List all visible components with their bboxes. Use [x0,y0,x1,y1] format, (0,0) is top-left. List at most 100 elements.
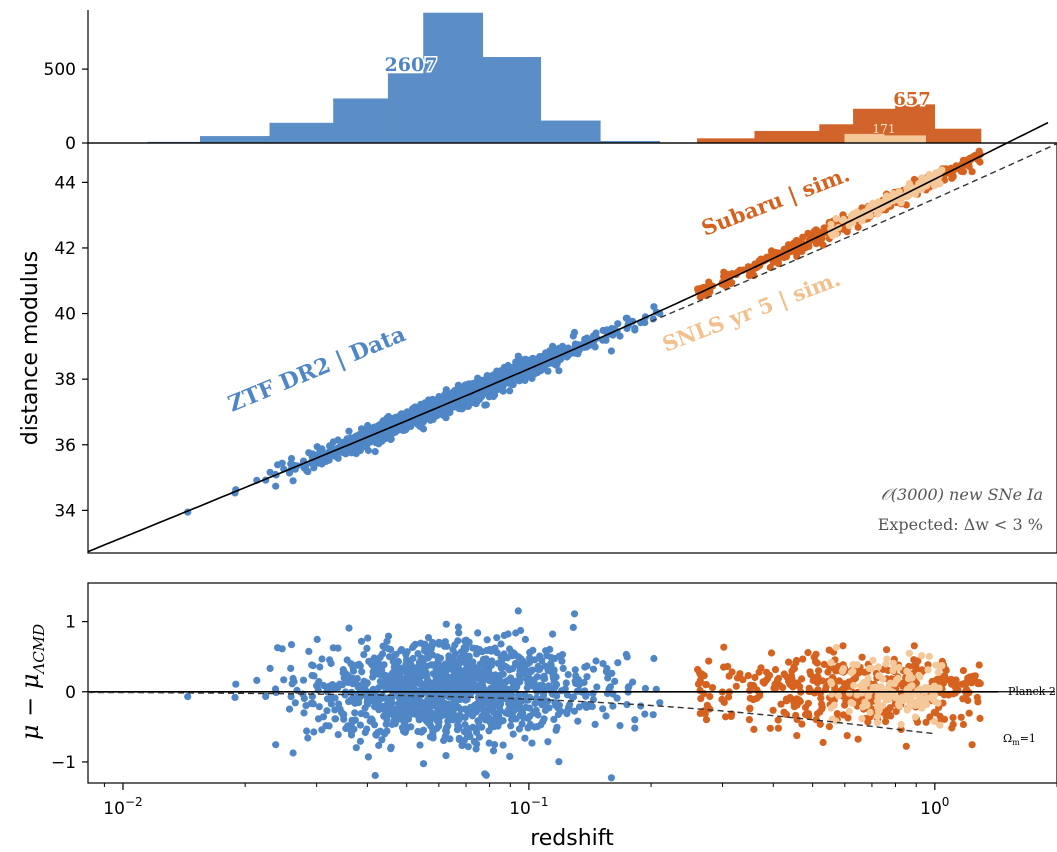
residual-point [816,720,824,728]
residual-point [410,666,418,674]
residual-point [280,676,288,684]
residual-point [805,684,813,692]
hubble-y-tick-label: 42 [54,239,76,259]
sn-point [650,303,658,311]
residual-point [751,673,759,682]
residual-point [527,668,535,676]
residual-point [429,734,437,742]
residual-point [390,684,398,692]
residual-point [441,682,449,691]
residual-point [832,643,840,652]
sn-point [481,389,489,397]
residual-frame [87,582,1057,784]
sn-point [694,285,702,293]
residual-point [753,694,761,702]
residual-point [866,708,874,717]
sn-point [555,367,563,375]
residual-point [319,713,328,721]
residual-point [705,657,713,665]
sn-point [385,416,394,424]
residual-point [702,681,710,689]
residual-point [762,676,770,684]
sn-point [303,467,311,475]
residual-point [412,710,421,719]
residual-point [604,674,612,682]
residual-point [308,661,316,669]
residual-point [470,708,478,717]
omega-label-base: Ω [1003,732,1012,745]
residual-point [570,610,579,618]
residual-point [365,657,373,665]
residual-point [431,714,439,722]
sn-point [266,468,274,476]
residual-point [883,646,891,654]
residual-point [905,671,914,679]
residual-point [895,663,903,672]
residual-point [793,732,801,740]
residual-point [525,704,534,712]
residual-point [782,710,791,719]
residual-point [816,708,824,716]
residual-point [431,689,440,697]
residual-point [572,672,580,680]
residual-point [461,659,469,667]
residual-point [599,660,607,668]
residual-point [924,666,932,674]
residual-point [521,734,529,742]
residual-point [347,731,356,739]
x-tick-label: 10−1 [509,795,548,819]
residual-point [818,700,826,708]
residual-point [289,749,297,757]
residual-point [509,708,517,716]
residual-point [466,669,475,677]
residual-point [475,733,483,741]
residual-point [609,702,617,710]
residual-point [793,715,801,724]
residual-point [528,739,536,747]
residual-point [310,728,318,736]
residual-point [799,655,807,663]
sn-point [811,228,820,236]
residual-point [288,680,296,688]
residual-point [383,696,391,704]
residual-point [369,673,377,681]
residual-point [464,729,473,737]
residual-point [414,727,422,736]
residual-point [445,713,453,721]
residual-point [378,702,386,711]
sn-point [325,456,333,464]
sn-point [429,395,437,403]
residual-point [355,699,363,707]
residual-point [942,666,950,675]
residual-point [356,721,364,729]
sn-point [525,358,534,366]
residual-point [435,722,443,730]
sn-point [968,168,976,176]
residual-point [694,665,702,674]
residual-point [559,664,567,673]
residual-point [858,653,866,661]
residual-point [623,701,631,709]
residual-point [629,678,637,686]
residual-point [505,700,513,708]
residual-point [445,655,453,663]
sn-point [614,320,622,328]
residual-point [184,693,192,701]
residual-point [448,678,457,686]
residual-point [733,674,742,682]
residual-point [602,668,611,676]
residual-point [272,741,280,749]
residual-point [945,691,953,699]
residual-point [460,737,468,745]
residual-point [305,647,313,656]
residual-point [555,758,563,766]
residual-point [253,676,261,685]
residual-point [857,682,865,690]
residual-point [351,716,359,724]
residual-point [706,692,714,701]
sn-point [591,343,599,351]
residual-point [453,712,461,720]
residual-point [430,701,439,709]
residual-point [786,693,794,702]
residual-point [364,634,372,642]
